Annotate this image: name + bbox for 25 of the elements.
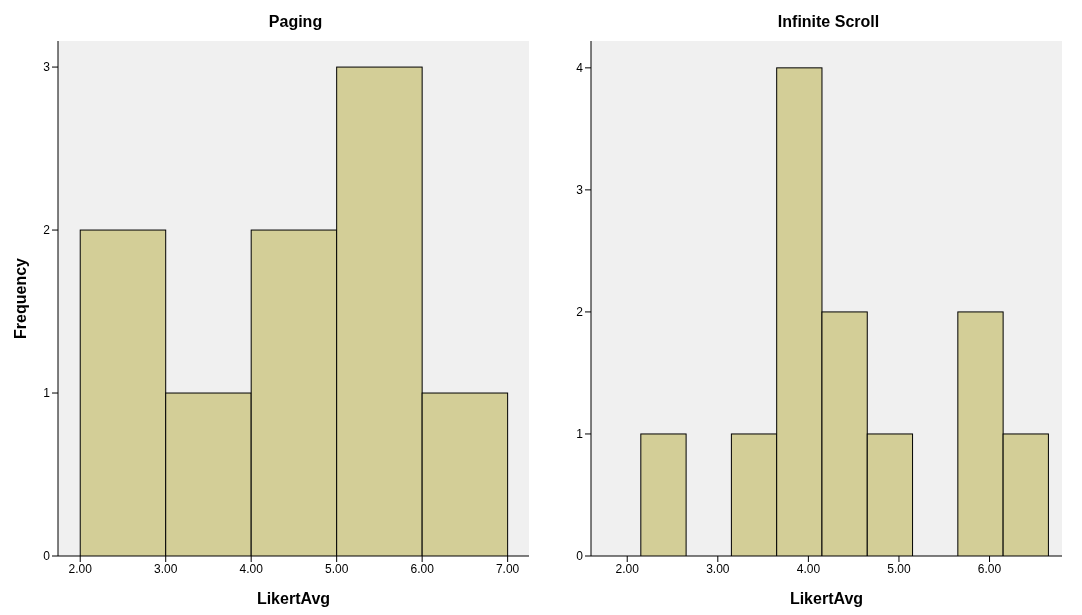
x-tick-label: 4.00 [239,561,264,576]
x-tick-label: 6.00 [977,561,1002,576]
chart-title: Infinite Scroll [776,12,881,32]
y-axis-title: Frequency [11,257,29,339]
x-tick-label: 5.00 [324,561,349,576]
y-tick-label: 0 [43,549,51,564]
x-tick-label: 7.00 [495,561,520,576]
x-axis-title: LikertAvg [789,590,864,607]
y-tick-label: 2 [43,223,51,238]
x-tick-label: 3.00 [154,561,178,576]
x-tick-label: 5.00 [887,561,911,576]
x-tick-label: 3.00 [706,561,730,576]
y-tick-label: 3 [576,183,584,198]
y-tick-label: 1 [43,386,51,401]
y-tick-label: 4 [576,61,584,76]
y-tick-label: 0 [576,549,584,564]
x-tick-label: 4.00 [796,561,821,576]
chart-title: Paging [267,12,324,32]
x-tick-label: 2.00 [68,561,93,576]
y-tick-label: 1 [576,427,584,442]
y-tick-label: 2 [576,305,584,320]
y-tick-label: 3 [43,60,51,75]
x-axis-title: LikertAvg [256,590,331,607]
x-tick-label: 2.00 [615,561,640,576]
x-tick-label: 6.00 [410,561,435,576]
